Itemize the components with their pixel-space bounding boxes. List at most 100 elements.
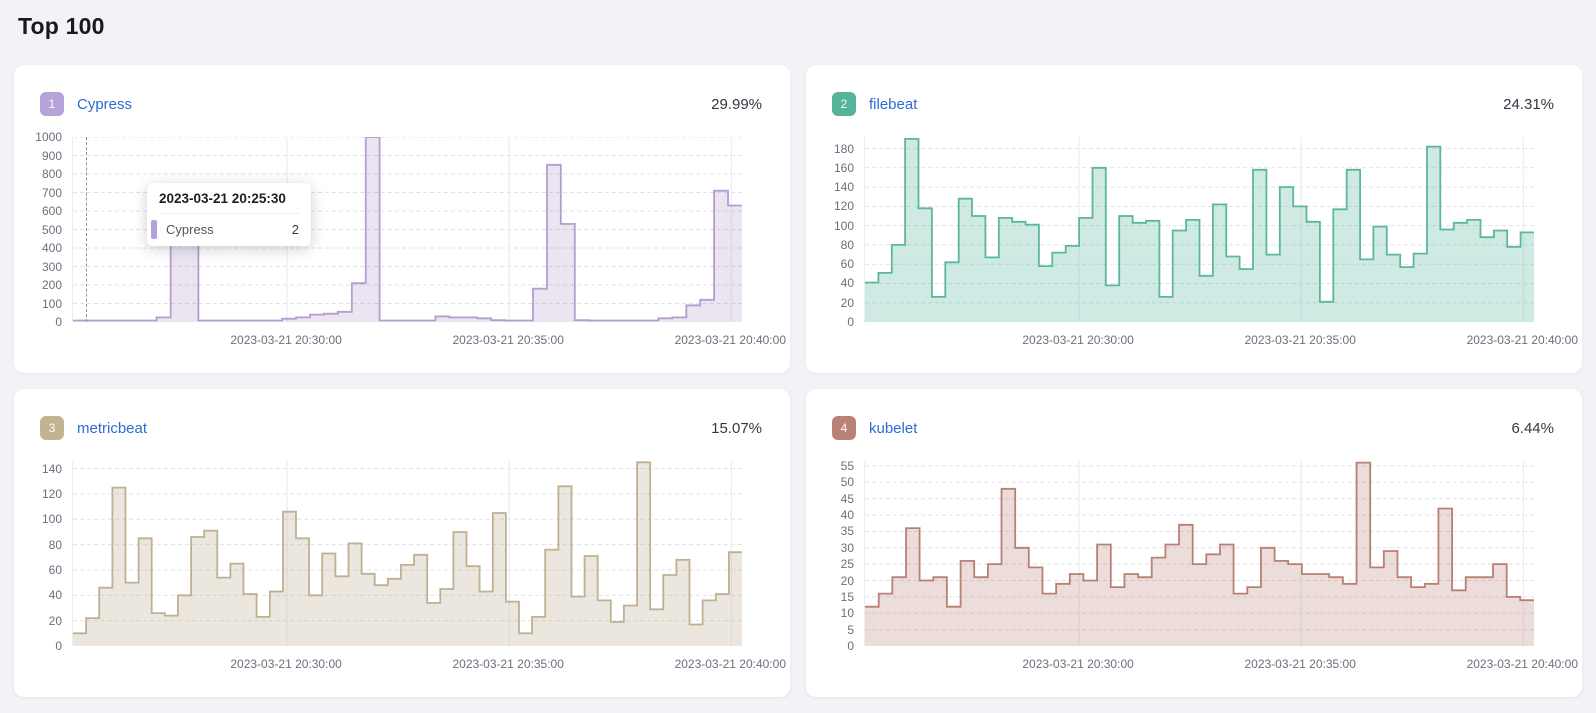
- chart-card-filebeat: 2 filebeat 24.31% 0 20 40 60 80 100 120 140 160 1…: [806, 65, 1582, 373]
- y-axis: 0 100 200 300 400 500 600 700 800 900 1000: [20, 130, 72, 329]
- tooltip-series-name: Cypress: [166, 222, 214, 237]
- y-axis-tick-label: 900: [41, 148, 62, 163]
- y-axis-tick-label: 140: [833, 180, 854, 195]
- chart-canvas: [865, 461, 1534, 646]
- chart-card-cypress: 1 Cypress 29.99% 0 100 200 300 400 500 600 700 8…: [14, 65, 790, 373]
- y-axis-tick-label: 20: [48, 613, 62, 628]
- y-axis-tick-label: 120: [833, 199, 854, 214]
- x-axis-tick-label: 2023-03-21 20:40:00: [1466, 333, 1578, 347]
- chart-canvas: [73, 136, 742, 322]
- rank-badge: 2: [832, 92, 856, 116]
- page-title: Top 100: [18, 13, 105, 39]
- y-axis: 0 20 40 60 80 100 120 140 160 180: [812, 137, 864, 329]
- x-axis-tick-label: 2023-03-21 20:35:00: [452, 657, 564, 671]
- x-axis: 2023-03-21 20:30:00 2023-03-21 20:35:00 20…: [864, 655, 1578, 673]
- y-axis-tick-label: 100: [833, 218, 854, 233]
- y-axis-tick-label: 25: [840, 557, 854, 572]
- x-axis-tick-label: 2023-03-21 20:35:00: [452, 333, 564, 347]
- series-link-filebeat[interactable]: filebeat: [869, 95, 918, 113]
- y-axis-tick-label: 35: [840, 524, 854, 539]
- y-axis-tick-label: 0: [55, 315, 62, 329]
- percent-value: 6.44%: [1511, 419, 1554, 437]
- y-axis-tick-label: 60: [840, 257, 854, 272]
- x-axis-tick-label: 2023-03-21 20:30:00: [230, 657, 342, 671]
- x-axis-tick-label: 2023-03-21 20:40:00: [674, 333, 786, 347]
- y-axis-tick-label: 140: [41, 461, 62, 476]
- series-link-kubelet[interactable]: kubelet: [869, 419, 918, 437]
- y-axis-tick-label: 40: [840, 508, 854, 523]
- rank-badge: 3: [40, 416, 64, 440]
- y-axis-tick-label: 40: [48, 588, 62, 603]
- x-axis: 2023-03-21 20:30:00 2023-03-21 20:35:00 20…: [72, 655, 786, 673]
- x-axis-tick-label: 2023-03-21 20:35:00: [1244, 333, 1356, 347]
- y-axis-tick-label: 60: [48, 562, 62, 577]
- chart-plot-area[interactable]: [864, 137, 1534, 322]
- y-axis-tick-label: 0: [847, 639, 854, 653]
- cypress-chart: 0 100 200 300 400 500 600 700 800 900 1000 2023-03…: [14, 130, 790, 373]
- x-axis-tick-label: 2023-03-21 20:30:00: [230, 333, 342, 347]
- chart-card-kubelet: 4 kubelet 6.44% 0 5 10 15 20 25 30 35 40 45 50 55 2…: [806, 389, 1582, 697]
- chart-plot-area[interactable]: 2023-03-21 20:25:30 Cypress 2: [72, 136, 742, 322]
- chart-plot-area[interactable]: [864, 461, 1534, 646]
- y-axis-tick-label: 80: [840, 237, 854, 252]
- y-axis-tick-label: 0: [847, 315, 854, 329]
- card-header: 3 metricbeat 15.07%: [14, 389, 790, 440]
- y-axis-tick-label: 300: [41, 259, 62, 274]
- cards-grid: 1 Cypress 29.99% 0 100 200 300 400 500 600 700 8…: [0, 65, 1596, 697]
- y-axis-tick-label: 120: [41, 486, 62, 501]
- kubelet-chart: 0 5 10 15 20 25 30 35 40 45 50 55 2023-03-21 20:30:…: [806, 458, 1582, 697]
- hover-crosshair: [86, 137, 88, 322]
- y-axis: 0 20 40 60 80 100 120 140: [20, 461, 72, 653]
- x-axis-tick-label: 2023-03-21 20:30:00: [1022, 657, 1134, 671]
- x-axis-tick-label: 2023-03-21 20:40:00: [674, 657, 786, 671]
- tooltip-series-value: 2: [291, 222, 299, 237]
- y-axis-tick-label: 80: [48, 537, 62, 552]
- y-axis-tick-label: 30: [840, 540, 854, 555]
- y-axis-tick-label: 1000: [35, 130, 62, 144]
- chart-tooltip: 2023-03-21 20:25:30 Cypress 2: [147, 183, 311, 246]
- y-axis-tick-label: 160: [833, 160, 854, 175]
- y-axis-tick-label: 200: [41, 278, 62, 292]
- x-axis: 2023-03-21 20:30:00 2023-03-21 20:35:00 20…: [864, 331, 1578, 349]
- y-axis-tick-label: 55: [840, 458, 854, 473]
- y-axis-tick-label: 700: [41, 185, 62, 200]
- chart-card-metricbeat: 3 metricbeat 15.07% 0 20 40 60 80 100 120 140 2…: [14, 389, 790, 697]
- chart-plot-area[interactable]: [72, 461, 742, 646]
- percent-value: 24.31%: [1503, 95, 1554, 113]
- y-axis-tick-label: 45: [840, 491, 854, 506]
- y-axis-tick-label: 800: [41, 167, 62, 181]
- y-axis-tick-label: 20: [840, 295, 854, 310]
- tooltip-timestamp: 2023-03-21 20:25:30: [159, 191, 299, 214]
- x-axis-tick-label: 2023-03-21 20:40:00: [1466, 657, 1578, 671]
- card-header: 2 filebeat 24.31%: [806, 65, 1582, 116]
- series-link-metricbeat[interactable]: metricbeat: [77, 419, 148, 437]
- percent-value: 15.07%: [711, 419, 762, 437]
- x-axis-tick-label: 2023-03-21 20:30:00: [1022, 333, 1134, 347]
- y-axis-tick-label: 600: [41, 204, 62, 218]
- y-axis-tick-label: 0: [55, 639, 62, 653]
- percent-value: 29.99%: [711, 95, 762, 113]
- y-axis-tick-label: 15: [840, 589, 854, 604]
- y-axis-tick-label: 100: [41, 512, 62, 527]
- y-axis-tick-label: 20: [840, 573, 854, 588]
- y-axis: 0 5 10 15 20 25 30 35 40 45 50 55: [812, 458, 864, 653]
- filebeat-chart: 0 20 40 60 80 100 120 140 160 180 2023-03-21 20:3…: [806, 137, 1582, 373]
- y-axis-tick-label: 5: [847, 622, 854, 637]
- x-axis: 2023-03-21 20:30:00 2023-03-21 20:35:00 20…: [72, 331, 786, 349]
- y-axis-tick-label: 10: [840, 606, 854, 621]
- card-header: 1 Cypress 29.99%: [14, 65, 790, 116]
- card-header: 4 kubelet 6.44%: [806, 389, 1582, 440]
- x-axis-tick-label: 2023-03-21 20:35:00: [1244, 657, 1356, 671]
- chart-canvas: [865, 137, 1534, 322]
- y-axis-tick-label: 180: [833, 141, 854, 156]
- metricbeat-chart: 0 20 40 60 80 100 120 140 2023-03-21 20:30:00 20…: [14, 461, 790, 697]
- y-axis-tick-label: 500: [41, 222, 62, 237]
- tooltip-series-row: Cypress 2: [151, 220, 299, 239]
- y-axis-tick-label: 400: [41, 241, 62, 255]
- y-axis-tick-label: 50: [840, 475, 854, 490]
- series-link-cypress[interactable]: Cypress: [77, 95, 133, 113]
- y-axis-tick-label: 40: [840, 276, 854, 291]
- rank-badge: 4: [832, 416, 856, 440]
- tooltip-series-swatch: [151, 220, 157, 239]
- rank-badge: 1: [40, 92, 64, 116]
